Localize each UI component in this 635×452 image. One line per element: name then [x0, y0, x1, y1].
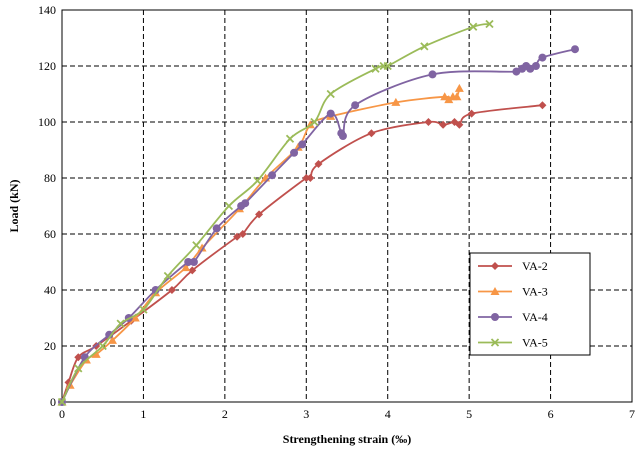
data-point-va-5	[57, 397, 67, 407]
data-point-va-5	[310, 117, 319, 127]
data-point-va-3	[181, 263, 191, 272]
data-point-va-2	[314, 160, 323, 168]
series-va-4	[58, 45, 579, 406]
legend-box	[469, 252, 591, 356]
data-point-va-4	[338, 132, 347, 140]
x-tick-label: 6	[548, 407, 554, 421]
data-point-va-5	[253, 176, 262, 185]
data-point-va-2	[306, 174, 315, 182]
data-point-va-5	[371, 64, 380, 73]
data-point-va-3	[454, 83, 464, 92]
data-point-va-3	[452, 92, 462, 101]
data-point-va-2	[367, 129, 376, 138]
data-point-va-4	[268, 171, 277, 180]
legend-label-va-2: VA-2	[522, 259, 548, 273]
data-point-va-5	[163, 271, 172, 281]
plot-frame	[61, 9, 633, 403]
x-tick-label: 2	[222, 407, 228, 421]
data-point-va-3	[391, 97, 401, 106]
data-point-va-4	[326, 109, 335, 118]
data-point-va-2	[188, 266, 197, 275]
data-point-va-2	[255, 210, 264, 219]
data-point-va-5	[383, 61, 392, 71]
y-tick-label: 120	[38, 59, 56, 73]
y-tick-label: 100	[38, 115, 56, 129]
data-point-va-2	[424, 118, 433, 126]
x-tick-label: 1	[140, 407, 146, 421]
data-point-va-3	[107, 335, 117, 344]
data-point-va-4	[351, 101, 360, 110]
data-point-va-5	[74, 364, 83, 373]
legend-label-va-3: VA-3	[522, 285, 548, 299]
data-point-va-4	[184, 258, 193, 266]
data-point-va-4	[290, 148, 299, 157]
x-axis-ticks: 0 1 2 3 4 5 6 7	[59, 407, 635, 421]
data-point-va-3	[293, 142, 303, 151]
data-point-va-4	[241, 199, 250, 208]
data-point-va-3	[197, 243, 207, 252]
legend-label-va-4: VA-4	[522, 310, 548, 324]
legend-label-va-5: VA-5	[522, 336, 548, 350]
data-point-va-4	[538, 53, 547, 62]
series-line-va-3	[61, 88, 461, 403]
legend-marker-va-5	[490, 338, 500, 347]
y-tick-label: 140	[38, 3, 56, 17]
data-point-va-2	[467, 109, 476, 118]
data-point-va-4	[298, 140, 307, 149]
data-point-va-3	[130, 313, 140, 322]
data-point-va-5	[420, 42, 429, 51]
data-point-va-2	[455, 120, 464, 129]
x-tick-label: 0	[59, 407, 65, 421]
x-axis-title: Strengthening strain (‰)	[283, 432, 411, 446]
data-point-va-5	[326, 89, 335, 99]
data-point-va-3	[91, 349, 101, 358]
data-point-va-5	[116, 319, 125, 328]
data-point-va-4	[151, 286, 160, 294]
y-tick-label: 80	[44, 171, 56, 185]
data-point-va-3	[444, 95, 454, 104]
data-point-va-5	[285, 134, 295, 143]
data-point-va-2	[238, 230, 247, 238]
data-point-va-4	[189, 258, 198, 266]
legend-marker-va-4	[491, 313, 499, 321]
series-va-3	[57, 83, 464, 406]
data-point-va-5	[192, 241, 201, 250]
data-point-va-2	[302, 174, 311, 182]
x-tick-label: 4	[385, 407, 391, 421]
y-tick-label: 40	[44, 283, 56, 297]
x-tick-label: 7	[629, 407, 635, 421]
y-tick-label: 0	[50, 395, 56, 409]
series-line-va-5	[61, 23, 490, 403]
data-point-va-5	[224, 201, 234, 211]
data-point-va-4	[212, 224, 221, 233]
data-point-va-4	[428, 70, 437, 79]
legend-marker-va-2	[491, 262, 499, 270]
data-point-va-4	[105, 330, 114, 339]
legend: VA-2 VA-3 VA-4 VA-5	[469, 252, 591, 356]
data-point-va-3	[440, 92, 450, 101]
data-point-va-4	[571, 45, 579, 54]
y-tick-label: 20	[44, 339, 56, 353]
legend-marker-va-3	[490, 287, 500, 295]
x-tick-label: 5	[466, 407, 472, 421]
data-point-va-2	[167, 286, 176, 294]
y-tick-label: 60	[44, 227, 56, 241]
data-point-va-2	[233, 232, 242, 241]
data-point-va-5	[139, 305, 148, 314]
data-point-va-2	[538, 101, 547, 110]
data-point-va-2	[74, 353, 83, 362]
series-va-5	[57, 19, 494, 407]
data-point-va-5	[469, 22, 478, 31]
data-point-va-4	[531, 62, 540, 70]
series-layer	[57, 19, 579, 407]
data-point-va-5	[485, 19, 494, 29]
x-tick-label: 3	[303, 407, 309, 421]
data-point-va-2	[439, 120, 448, 129]
y-axis-ticks: 0 20 40 60 80 100 120 140	[38, 3, 56, 409]
y-axis-title: Load (kN)	[7, 179, 21, 232]
data-point-va-5	[98, 341, 107, 351]
